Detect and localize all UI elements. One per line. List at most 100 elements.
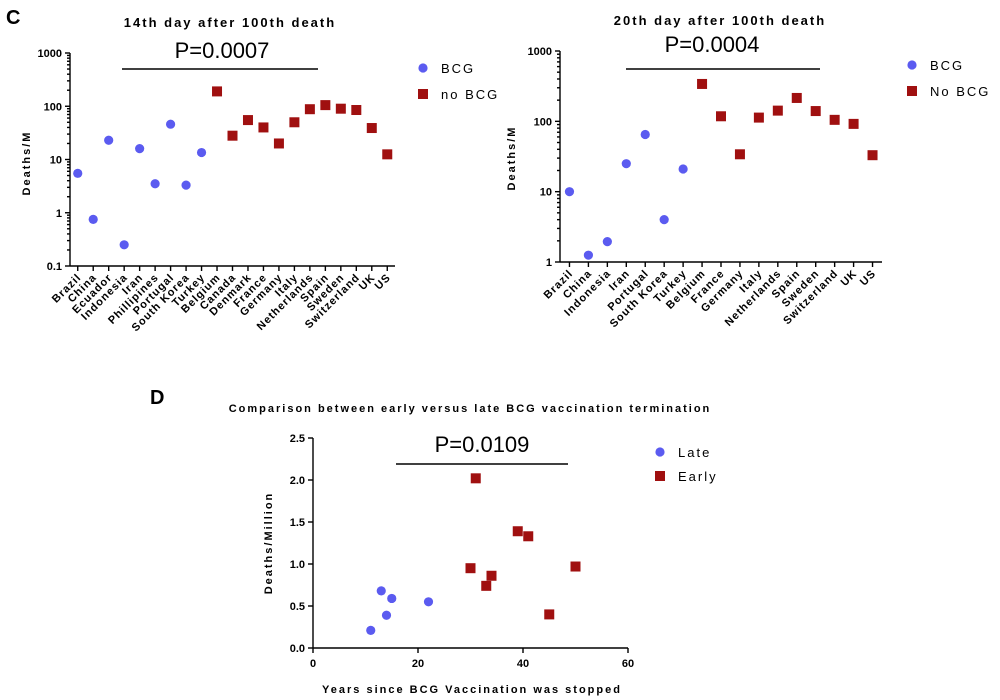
- nobcg-point: [320, 100, 331, 111]
- y-tick-label: 10: [50, 155, 62, 167]
- early-point: [465, 563, 476, 574]
- y-tick-label: 0.1: [47, 261, 62, 273]
- legend-marker: [418, 89, 428, 99]
- y-tick-label: 1.0: [290, 559, 305, 571]
- early-point: [570, 561, 581, 572]
- nobcg-point: [366, 123, 377, 134]
- panel-label: C: [6, 7, 20, 29]
- chart-title: 14th day after 100th death: [124, 15, 336, 30]
- chart-14th-day: C 14th day after 100th death P=0.0007 De…: [6, 7, 499, 334]
- bcg-point: [621, 159, 631, 169]
- y-axis-title: Deaths/M: [506, 126, 518, 191]
- legend-marker: [418, 63, 428, 73]
- chart-title: 20th day after 100th death: [614, 13, 826, 28]
- late-point: [376, 586, 386, 596]
- bcg-point: [135, 144, 145, 154]
- late-point: [387, 593, 397, 604]
- x-tick-label: US: [373, 272, 394, 293]
- y-axis-title: Deaths/M: [21, 131, 33, 196]
- bcg-point: [564, 187, 575, 197]
- x-axis-title: Years since BCG Vaccination was stopped: [322, 684, 622, 696]
- bcg-point: [150, 179, 160, 189]
- nobcg-point: [212, 86, 223, 97]
- early-point: [512, 526, 523, 537]
- late-point: [423, 597, 434, 607]
- y-tick-label: 1000: [528, 46, 552, 58]
- y-axis-title: Deaths/Million: [263, 492, 275, 595]
- bcg-point: [181, 180, 191, 190]
- legend-label: BCG: [441, 61, 475, 76]
- legend-label: Early: [678, 469, 718, 484]
- p-value: P=0.0109: [435, 432, 530, 457]
- nobcg-point: [227, 130, 238, 141]
- legend-marker: [907, 86, 917, 96]
- bcg-point: [119, 240, 129, 250]
- panel-label: D: [150, 387, 164, 409]
- nobcg-point: [351, 105, 362, 116]
- nobcg-point: [273, 138, 284, 149]
- legend-label: BCG: [930, 58, 964, 73]
- x-tick-label: 20: [412, 658, 424, 670]
- chart-early-vs-late: D Comparison between early versus late B…: [150, 387, 718, 696]
- nobcg-point: [829, 114, 840, 125]
- bcg-point: [165, 119, 176, 129]
- x-tick-label: 40: [517, 658, 529, 670]
- bcg-point: [640, 129, 650, 140]
- nobcg-point: [753, 112, 764, 123]
- legend-label: Late: [678, 445, 711, 460]
- bcg-point: [104, 135, 114, 145]
- y-tick-label: 2.5: [290, 433, 305, 445]
- y-tick-label: 100: [534, 116, 552, 128]
- y-tick-label: 100: [44, 101, 62, 113]
- y-tick-label: 0.0: [290, 643, 305, 655]
- p-value: P=0.0004: [665, 32, 760, 57]
- chart-title: Comparison between early versus late BCG…: [229, 403, 712, 415]
- early-point: [486, 570, 497, 581]
- x-tick-label: UK: [839, 268, 860, 289]
- x-tick-label: 60: [622, 658, 634, 670]
- nobcg-point: [382, 149, 393, 160]
- nobcg-point: [791, 92, 802, 103]
- legend-marker: [655, 471, 665, 481]
- legend-marker: [655, 447, 665, 457]
- nobcg-point: [335, 103, 346, 114]
- p-value: P=0.0007: [175, 38, 270, 63]
- bcg-point: [73, 168, 83, 178]
- nobcg-point: [697, 78, 708, 89]
- nobcg-point: [304, 104, 315, 115]
- y-tick-label: 1000: [38, 48, 62, 60]
- bcg-point: [583, 250, 594, 260]
- y-tick-label: 1.5: [290, 517, 305, 529]
- legend-label: No BCG: [930, 84, 990, 99]
- early-point: [481, 580, 492, 591]
- y-tick-label: 10: [540, 187, 552, 199]
- nobcg-point: [810, 106, 821, 117]
- y-tick-label: 1: [546, 257, 552, 269]
- early-point: [523, 531, 534, 542]
- bcg-point: [196, 147, 207, 158]
- bcg-point: [88, 214, 98, 225]
- y-tick-label: 0.5: [290, 601, 305, 613]
- nobcg-point: [848, 118, 859, 129]
- nobcg-point: [716, 111, 726, 122]
- nobcg-point: [734, 149, 745, 160]
- legend-label: no BCG: [441, 87, 499, 102]
- chart-20th-day: 20th day after 100th death P=0.0004 Deat…: [506, 13, 990, 330]
- nobcg-point: [289, 117, 300, 128]
- bcg-point: [678, 164, 688, 174]
- nobcg-point: [258, 122, 269, 133]
- nobcg-point: [242, 115, 253, 126]
- nobcg-point: [867, 150, 878, 161]
- bcg-point: [659, 215, 669, 225]
- nobcg-point: [772, 105, 783, 116]
- early-point: [544, 609, 555, 620]
- early-point: [470, 473, 481, 484]
- late-point: [366, 625, 376, 635]
- legend-marker: [907, 60, 917, 70]
- y-tick-label: 2.0: [290, 475, 305, 487]
- y-tick-label: 1: [56, 208, 62, 220]
- x-tick-label: 0: [310, 658, 316, 670]
- bcg-point: [602, 237, 612, 247]
- late-point: [381, 610, 392, 620]
- x-tick-label: US: [858, 268, 879, 289]
